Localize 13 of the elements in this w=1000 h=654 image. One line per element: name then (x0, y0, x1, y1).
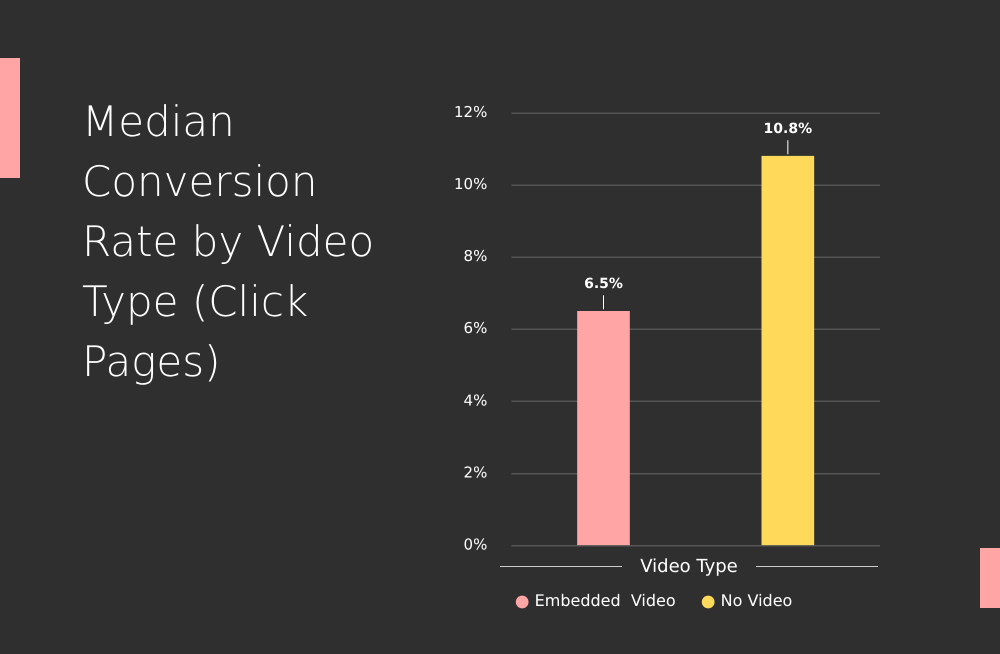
y-tick-label: 0% (464, 535, 488, 554)
data-label: 10.8% (764, 120, 812, 137)
y-tick-label: 2% (464, 463, 488, 482)
y-tick-label: 10% (454, 174, 488, 193)
y-tick-label: 12% (454, 102, 488, 121)
text: Median Conversion Rate by Video Type (Click Pages) (82, 96, 376, 388)
y-tick-label: 6% (464, 319, 488, 338)
x-axis-title: Video Type (640, 556, 738, 577)
legend-label: No Video (720, 591, 792, 610)
y-tick-label: 8% (464, 247, 488, 266)
data-label: 6.5% (584, 276, 623, 292)
legend-label: Embedded Video (534, 591, 676, 610)
y-tick-label: 4% (464, 391, 488, 410)
